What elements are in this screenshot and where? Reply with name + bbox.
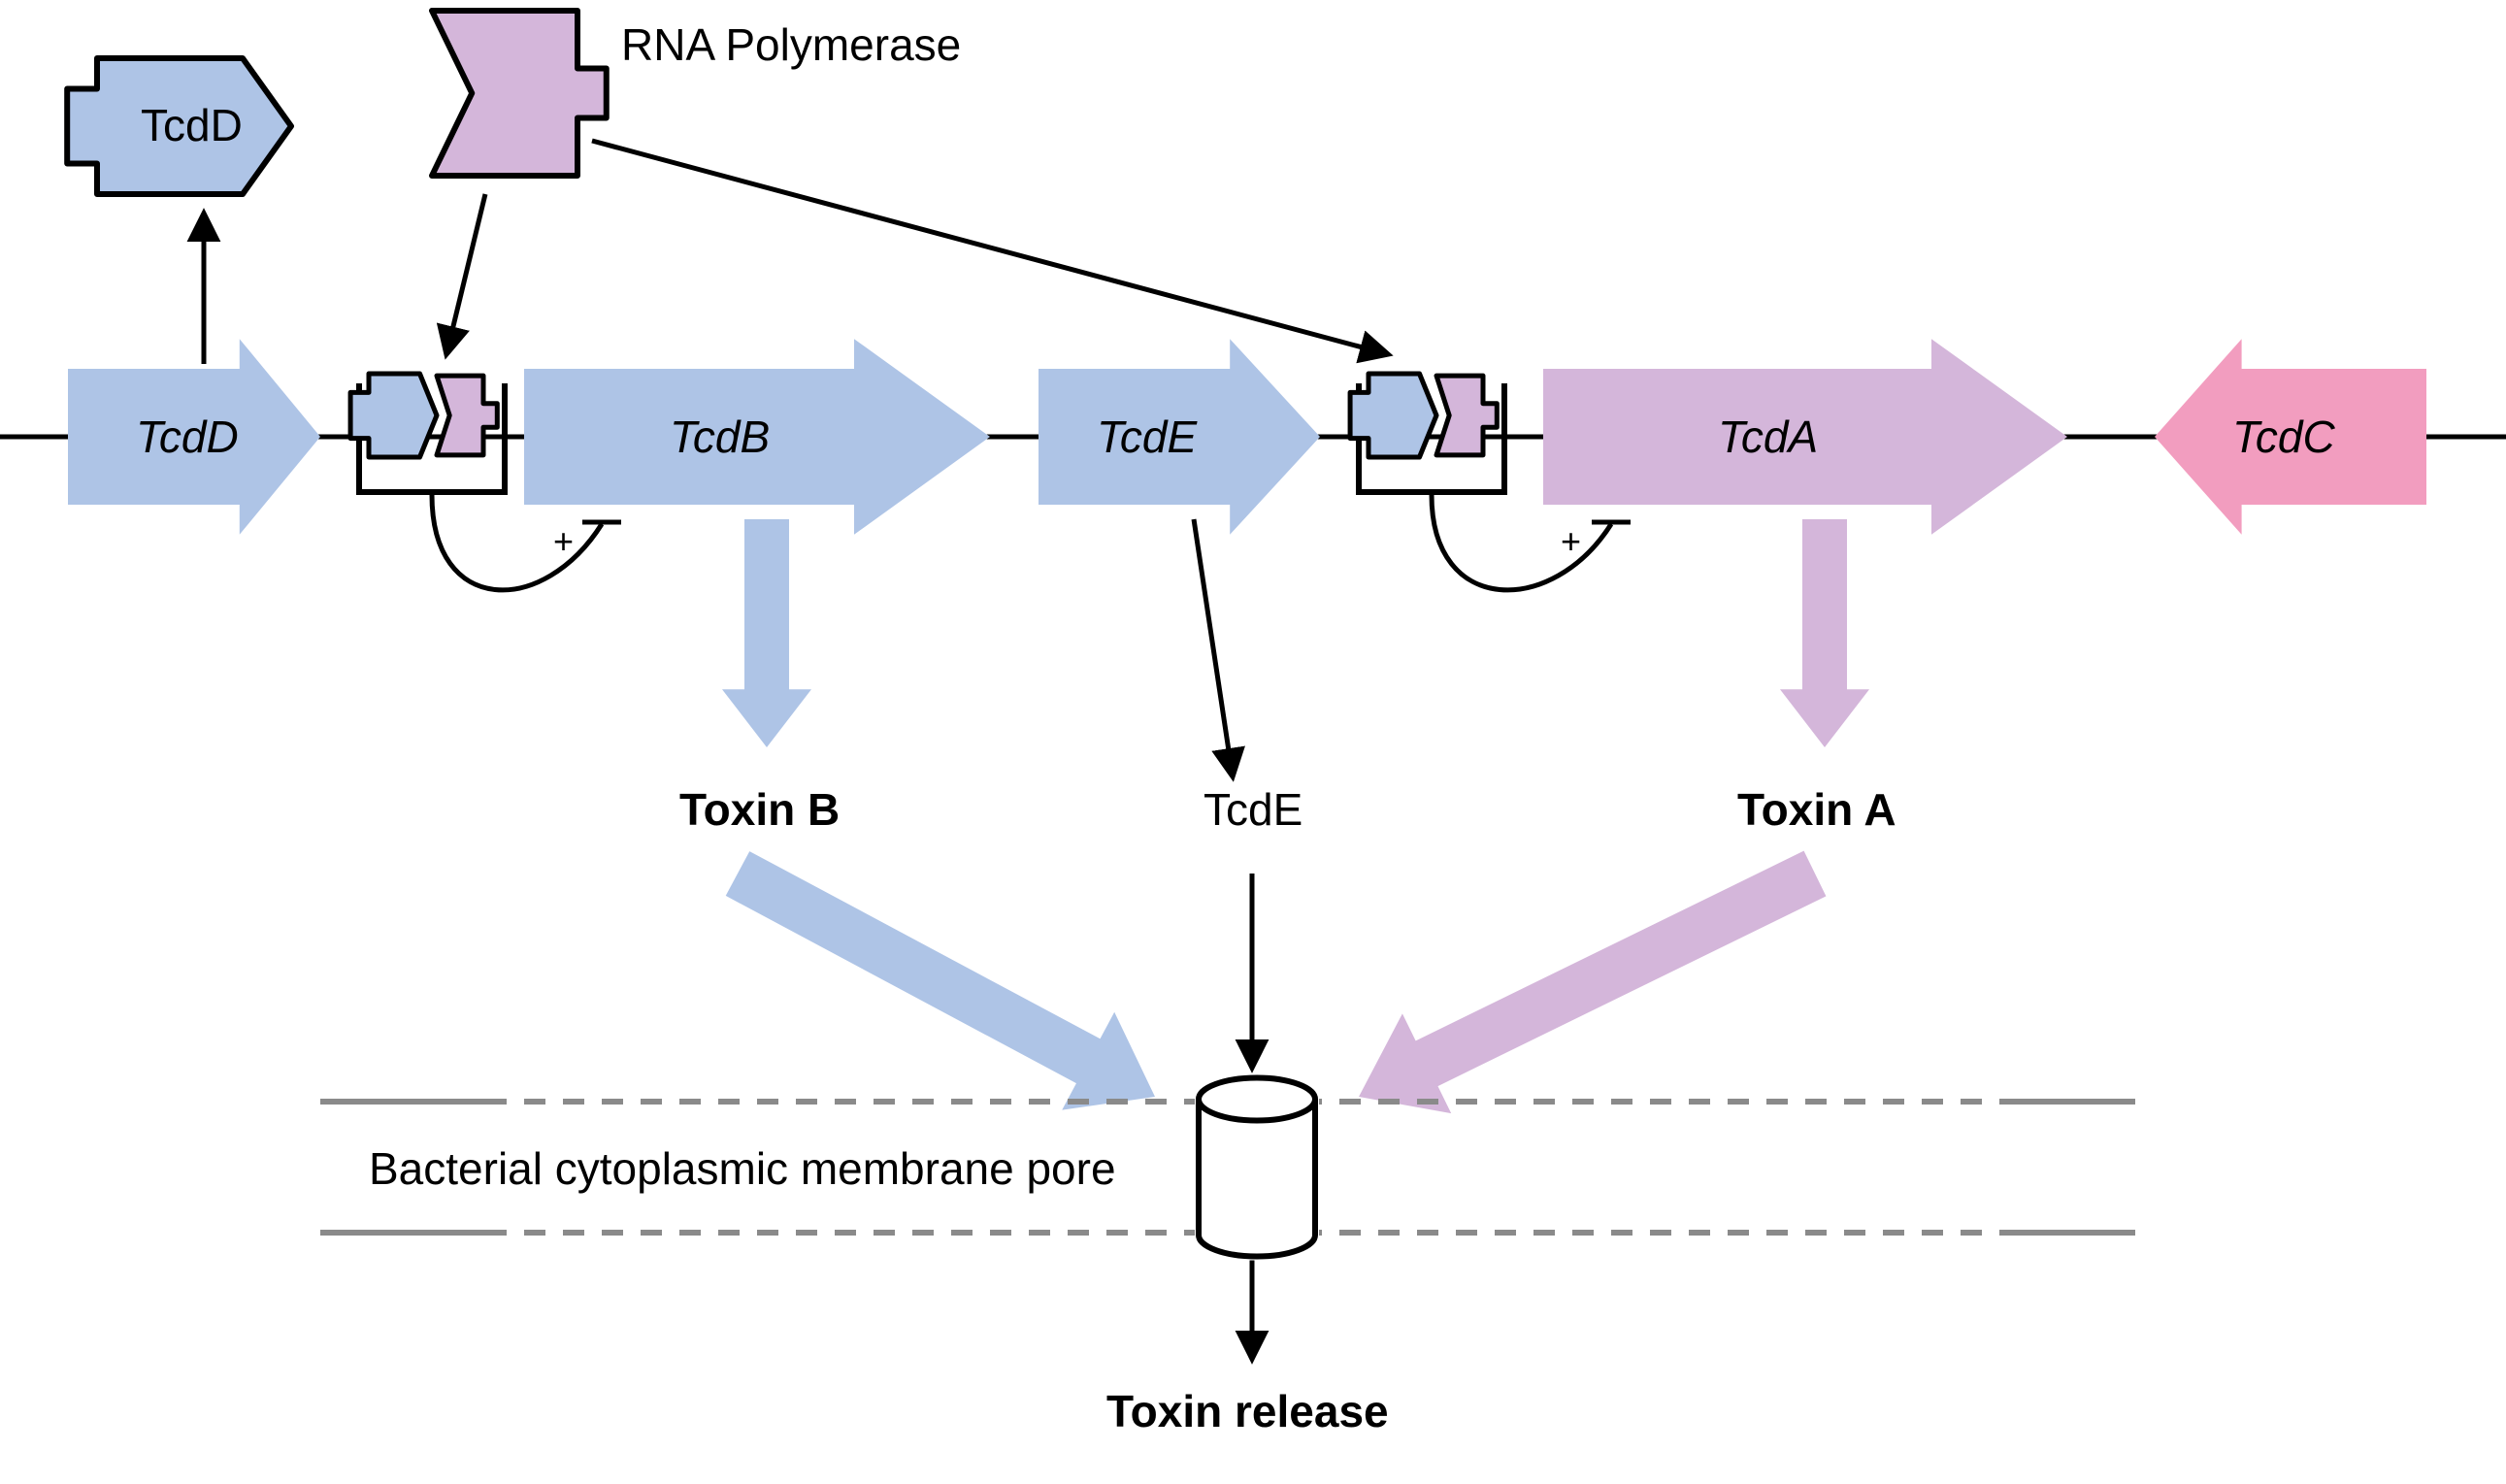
pore-top [1199,1078,1315,1121]
tcdd-protein-label: TcdD [141,100,243,150]
toxin-release-label: Toxin release [1106,1386,1389,1436]
arrow-tcdE_down [1194,519,1233,776]
activation-curve-1 [432,495,602,590]
mini-rnapol-2 [1436,376,1497,455]
toxin-b-label: Toxin B [679,784,840,835]
rna-polymerase [432,11,607,176]
mini-tcdd-2 [1350,374,1436,457]
plus-sign-1: + [553,521,574,561]
mini-rnapol-1 [437,376,497,455]
mini-tcdd-1 [350,374,437,457]
gene-label-tcda: TcdA [1718,412,1818,462]
gene-label-tcde: TcdE [1097,412,1198,462]
gene-label-tcdb: TcdB [670,412,770,462]
toxin-to-pore-toxinB_to_pore [726,851,1155,1110]
gene-label-tcdd: TcdD [136,412,239,462]
arrow-pol_to_box1 [446,194,485,354]
arrow-pol_to_box2 [592,141,1388,354]
product-arrow-TcdA_to_toxinA [1780,519,1869,747]
rna-pol-label: RNA Polymerase [621,19,961,70]
toxin-a-label: Toxin A [1737,784,1896,835]
activation-curve-2 [1432,495,1611,590]
product-arrow-TcdB_to_toxinB [722,519,811,747]
gene-label-tcdc: TcdC [2232,412,2335,462]
membrane-label: Bacterial cytoplasmic membrane pore [369,1143,1116,1194]
toxin-to-pore-toxinA_to_pore [1359,851,1826,1113]
tcde-protein-label: TcdE [1204,784,1302,835]
plus-sign-2: + [1561,521,1581,561]
